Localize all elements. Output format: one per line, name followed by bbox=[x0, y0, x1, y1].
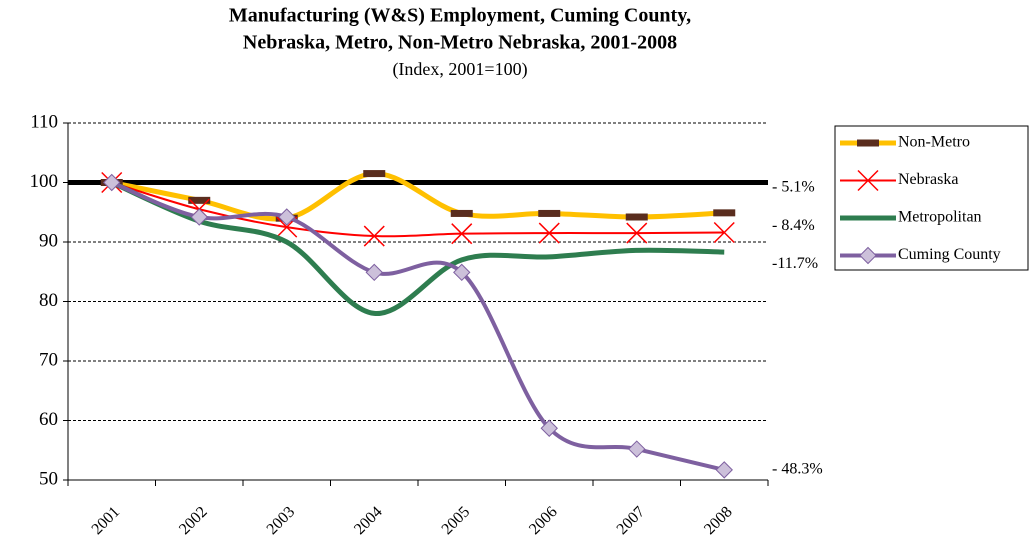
x-tick-label: 2001 bbox=[89, 503, 124, 538]
y-tick-label: 110 bbox=[30, 111, 58, 132]
series-line bbox=[111, 180, 725, 472]
legend-label: Metropolitan bbox=[898, 209, 982, 226]
marker bbox=[713, 221, 735, 244]
marker bbox=[365, 263, 383, 282]
marker bbox=[538, 222, 560, 244]
annotation: - 5.1% bbox=[772, 179, 815, 196]
annotation: -11.7% bbox=[772, 255, 818, 272]
x-tick-label: 2003 bbox=[264, 503, 299, 538]
marker bbox=[188, 196, 211, 204]
legend-label: Nebraska bbox=[898, 171, 958, 188]
marker bbox=[190, 208, 208, 226]
marker bbox=[103, 173, 121, 192]
marker bbox=[538, 209, 561, 217]
y-tick-label: 60 bbox=[39, 409, 58, 430]
marker bbox=[713, 209, 736, 217]
marker bbox=[859, 246, 877, 265]
y-tick-label: 50 bbox=[39, 468, 58, 489]
series-line bbox=[111, 181, 725, 238]
marker bbox=[628, 440, 646, 458]
x-tick-label: 2005 bbox=[439, 503, 474, 538]
marker bbox=[453, 263, 471, 282]
marker bbox=[857, 139, 879, 147]
series-line bbox=[110, 180, 725, 316]
legend-label: Cuming County bbox=[898, 246, 1001, 263]
chart-title: Manufacturing (W&S) Employment, Cuming C… bbox=[229, 5, 691, 27]
y-tick-label: 90 bbox=[39, 230, 58, 251]
annotation: - 48.3% bbox=[772, 461, 823, 478]
marker bbox=[857, 169, 879, 192]
x-tick-label: 2008 bbox=[701, 503, 736, 538]
annotation: - 8.4% bbox=[772, 217, 815, 234]
marker bbox=[625, 213, 648, 221]
legend-label: Non-Metro bbox=[898, 134, 970, 151]
x-tick-label: 2004 bbox=[351, 503, 386, 538]
legend-box bbox=[834, 125, 1029, 271]
marker bbox=[626, 222, 648, 244]
chart-subtitle: (Index, 2001=100) bbox=[392, 59, 527, 80]
series-line bbox=[111, 171, 725, 222]
chart-title: Nebraska, Metro, Non-Metro Nebraska, 200… bbox=[243, 32, 677, 54]
marker bbox=[540, 419, 558, 437]
y-tick-label: 70 bbox=[39, 349, 58, 370]
x-tick-label: 2007 bbox=[614, 503, 649, 538]
x-tick-label: 2002 bbox=[176, 503, 211, 538]
marker bbox=[363, 170, 386, 178]
marker bbox=[278, 208, 296, 226]
marker bbox=[451, 223, 473, 245]
marker bbox=[450, 209, 473, 217]
x-tick-label: 2006 bbox=[526, 503, 561, 538]
y-tick-label: 80 bbox=[39, 290, 58, 311]
y-tick-label: 100 bbox=[30, 171, 59, 192]
marker bbox=[363, 225, 385, 247]
marker bbox=[715, 461, 733, 479]
